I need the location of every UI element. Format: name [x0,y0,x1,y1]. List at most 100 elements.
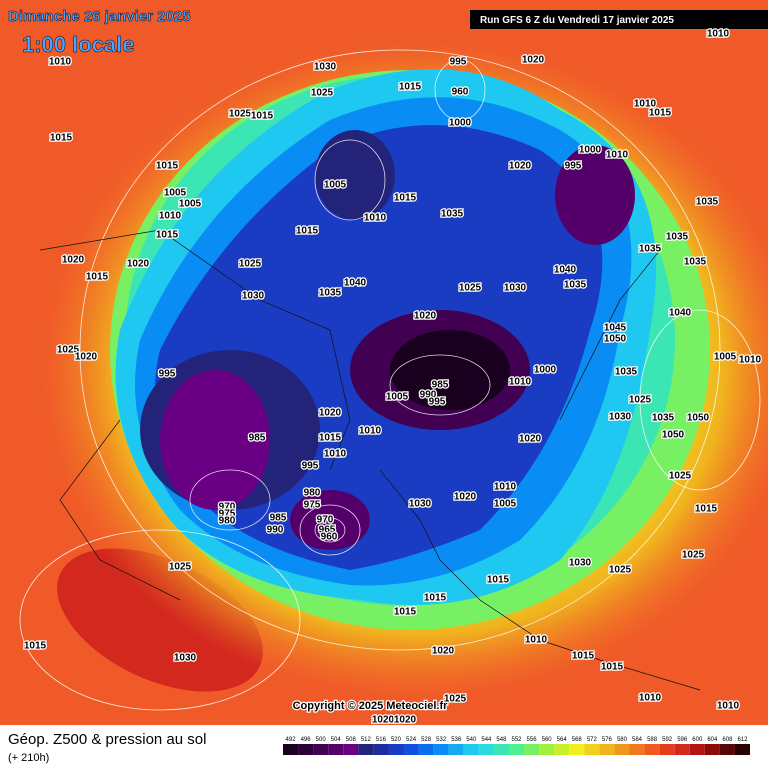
scale-label: 608 [722,737,733,743]
scale-swatch [734,744,750,755]
pressure-label: 990 [420,390,437,401]
pressure-label: 1020 [372,715,395,726]
scale-label: 580 [617,737,628,743]
pressure-label: 1035 [666,232,689,243]
scale-label: 556 [527,737,538,743]
pressure-label: 1010 [739,355,762,366]
scale-label: 536 [451,737,462,743]
pressure-label: 1030 [242,291,265,302]
scale-swatch [313,744,329,755]
scale-swatch [629,744,645,755]
scale-swatch [328,744,344,755]
pressure-label: 1035 [652,413,675,424]
pressure-label: 1015 [86,272,109,283]
pressure-label: 960 [321,532,338,543]
pressure-label: 1030 [174,653,197,664]
pressure-label: 1050 [604,334,627,345]
pressure-label: 1015 [487,575,510,586]
scale-swatch [674,744,690,755]
pressure-label: 1025 [239,259,262,270]
pressure-label: 980 [219,516,236,527]
pressure-labels: 1010 103010251015995960100010201010101010… [23,27,763,727]
scale-label: 548 [496,737,507,743]
pressure-label: 1035 [639,244,662,255]
scale-swatch [599,744,615,755]
pressure-label: 1045 [604,323,627,334]
run-info: Run GFS 6 Z du Vendredi 17 janvier 2025 [480,15,674,26]
scale-label: 572 [587,737,598,743]
scale-swatch [448,744,464,755]
scale-label: 500 [316,737,327,743]
pressure-label: 1010 [494,482,517,493]
pressure-label: 1015 [649,108,672,119]
pressure-label: 965 [319,525,336,536]
pressure-label: 1020 [509,161,532,172]
pressure-label: 1025 [444,694,467,705]
pressure-label: 1020 [432,646,455,657]
pressure-label: 1035 [684,257,707,268]
pressure-label: 1010 [509,377,532,388]
scale-swatch [689,744,705,755]
pressure-label: 975 [304,500,321,511]
pressure-label: 1010 [324,449,347,460]
pressure-label: 1000 [579,145,602,156]
scale-label: 576 [602,737,613,743]
pressure-label: 1015 [394,607,417,618]
pressure-label: 975 [219,509,236,520]
scale-swatch [569,744,585,755]
pressure-label: 995 [302,461,319,472]
scale-label: 592 [662,737,673,743]
scale-swatch [418,744,434,755]
pressure-label: 985 [270,513,287,524]
pressure-label: 1020 [75,352,98,363]
scale-label: 596 [677,737,688,743]
copyright: Copyright © 2025 Meteociel.fr [293,700,449,712]
pressure-label: 1025 [57,345,80,356]
pressure-label: 1030 [569,558,592,569]
pressure-label: 1025 [229,109,252,120]
pressure-label: 1015 [24,641,47,652]
pressure-label: 1030 [409,499,432,510]
pressure-label: 1000 [449,118,472,129]
scale-swatch [403,744,419,755]
pressure-label: 1000 [534,365,557,376]
scale-label: 508 [346,737,357,743]
pressure-label: 1030 [609,412,632,423]
pressure-label: 1025 [629,395,652,406]
scale-label: 516 [376,737,387,743]
forecast-time: 1:00 locale [22,32,135,57]
scale-label: 492 [286,737,297,743]
pressure-label: 1015 [424,593,447,604]
pressure-label: 1020 [414,311,437,322]
scale-swatch [719,744,735,755]
pressure-label: 1020 [62,255,85,266]
pressure-label: 1050 [662,430,685,441]
pressure-label: 985 [432,380,449,391]
scale-swatch [283,744,299,755]
scale-label: 600 [692,737,703,743]
scale-label: 552 [511,737,522,743]
pressure-label: 1015 [319,433,342,444]
pressure-label: 1040 [554,265,577,276]
pressure-label: 1035 [564,280,587,291]
pressure-label: 1015 [156,230,179,241]
pressure-label: 1020 [519,434,542,445]
pressure-label: 1020 [454,492,477,503]
pressure-label: 1010 [159,211,182,222]
isobars [19,49,761,711]
scale-label: 568 [572,737,583,743]
pressure-label: 1010 [639,693,662,704]
pressure-label: 1020 [394,715,417,726]
pressure-label: 1035 [696,197,719,208]
scale-label: 560 [542,737,553,743]
scale-label: 540 [466,737,477,743]
pressure-label: 1040 [669,308,692,319]
pressure-label: 1015 [251,111,274,122]
pressure-label: 1040 [344,278,367,289]
scale-label: 524 [406,737,417,743]
pressure-label: 1015 [695,504,718,515]
pressure-label: 1035 [319,288,342,299]
scale-swatch [704,744,720,755]
